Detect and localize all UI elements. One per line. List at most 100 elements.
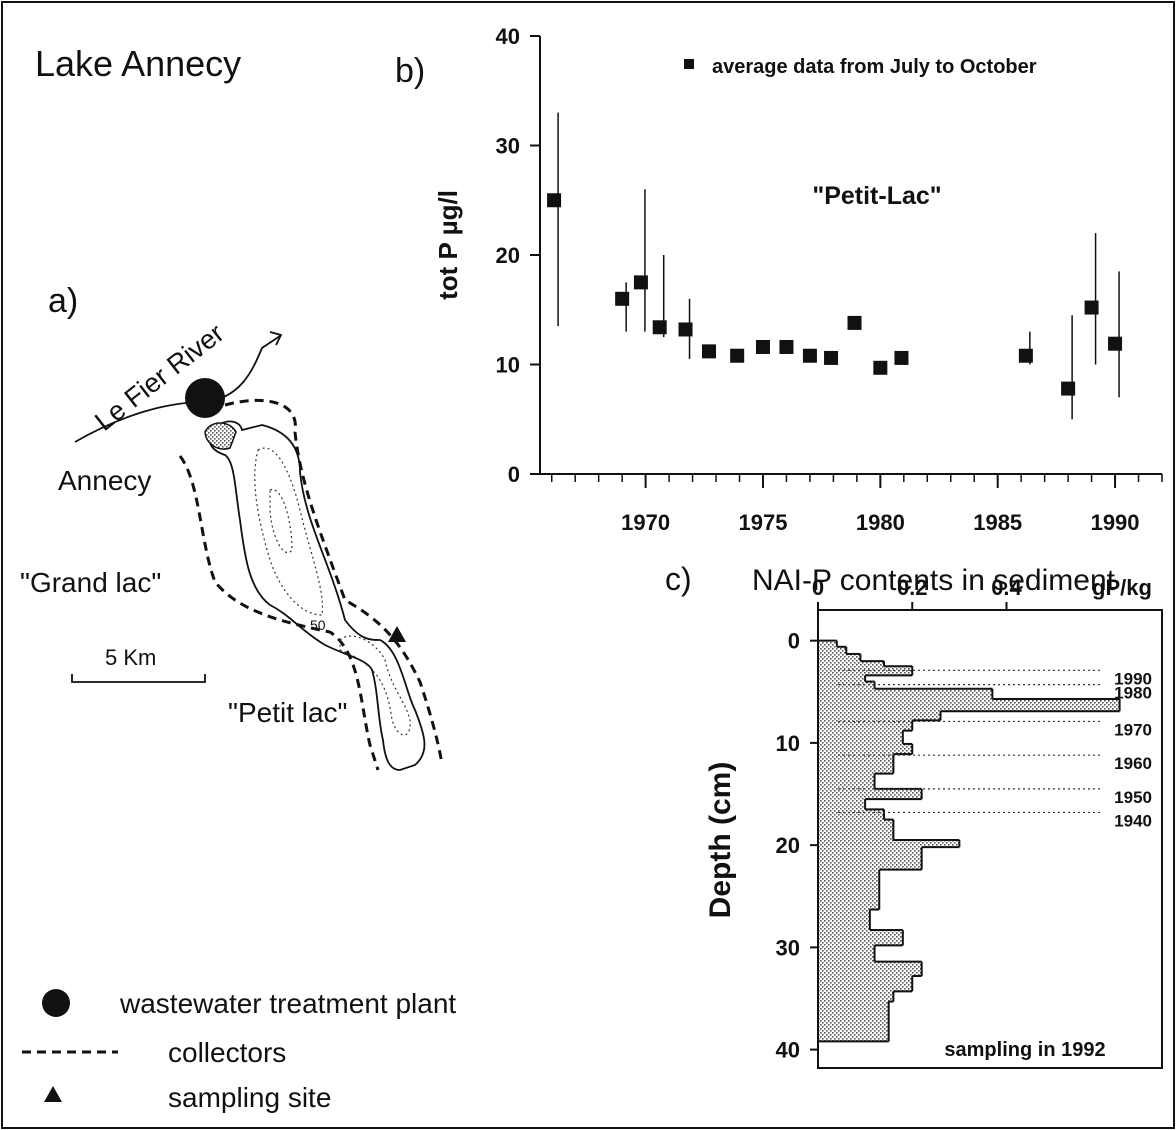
y-axis-label: tot P µg/l <box>433 190 463 300</box>
collector <box>178 455 380 771</box>
bar <box>818 809 884 820</box>
bar <box>818 666 913 676</box>
date-label: 1950 <box>1114 788 1152 807</box>
legend-label: collectors <box>168 1037 286 1068</box>
x-tick-label: 1980 <box>856 510 905 535</box>
bar <box>818 1021 889 1042</box>
marker <box>615 291 630 306</box>
marker <box>802 348 817 363</box>
marker <box>847 315 862 330</box>
y-tick-label: 40 <box>776 1038 800 1063</box>
bar <box>818 799 866 810</box>
bar <box>818 1001 889 1022</box>
chart-title: NAI-P contents in sediment <box>752 564 1116 597</box>
bar <box>818 743 913 755</box>
y-tick-label: 20 <box>776 833 800 858</box>
x-axis-label: gP/kg <box>1092 575 1152 600</box>
bar <box>818 711 941 721</box>
date-label: 1990 <box>1114 669 1152 688</box>
legend-symbol <box>42 989 70 1017</box>
river-label: Le Fier River <box>89 318 229 437</box>
map: Lake Annecy a) Le Fier River 50 Annecy "… <box>20 43 456 1113</box>
y-tick-label: 10 <box>496 353 520 378</box>
y-axis-label: Depth (cm) <box>704 762 737 919</box>
bar <box>818 675 866 682</box>
marker <box>824 350 839 365</box>
bar <box>818 961 922 976</box>
marker <box>1108 336 1123 351</box>
contour <box>269 489 293 554</box>
bar <box>818 869 880 910</box>
marker <box>1084 300 1099 315</box>
legend-marker <box>684 59 694 69</box>
basin-label: "Petit lac" <box>228 697 347 728</box>
marker <box>1018 348 1033 363</box>
scale-bar <box>71 674 206 683</box>
x-tick-label: 1970 <box>621 510 670 535</box>
contour <box>254 447 324 616</box>
town-label: Annecy <box>58 465 151 496</box>
map-title: Lake Annecy <box>35 43 241 84</box>
y-tick-label: 40 <box>496 24 520 49</box>
sampling-site <box>388 626 406 642</box>
bar <box>818 681 875 689</box>
legend-label: wastewater treatment plant <box>119 988 456 1019</box>
lake-north <box>204 422 237 450</box>
river-arrow <box>269 331 283 346</box>
bar <box>818 698 1120 712</box>
marker <box>894 350 909 365</box>
legend-label: sampling site <box>168 1082 331 1113</box>
marker <box>755 339 770 354</box>
bar <box>818 945 875 962</box>
panel-label: b) <box>395 52 425 90</box>
bar <box>818 640 837 647</box>
bar <box>818 661 884 667</box>
y-tick-label: 30 <box>776 935 800 960</box>
y-tick-label: 20 <box>496 243 520 268</box>
date-label: 1960 <box>1114 754 1152 773</box>
treatment-plant <box>185 378 225 418</box>
bar <box>818 646 847 654</box>
marker <box>779 339 794 354</box>
bar <box>818 773 875 789</box>
lake-outline <box>208 420 426 771</box>
annotation: "Petit-Lac" <box>812 182 941 210</box>
legend-symbol <box>44 1086 62 1102</box>
basin-label: "Grand lac" <box>20 567 161 598</box>
marker <box>652 320 667 335</box>
bar <box>818 840 960 848</box>
date-label: 1940 <box>1114 811 1152 830</box>
bar <box>818 730 903 744</box>
marker <box>730 348 745 363</box>
marker <box>873 360 888 375</box>
y-tick-label: 0 <box>788 629 800 654</box>
bar <box>818 788 922 800</box>
y-tick-label: 10 <box>776 731 800 756</box>
legend-label: average data from July to October <box>712 56 1037 78</box>
x-tick-label: 0 <box>812 575 824 600</box>
y-tick-label: 30 <box>496 134 520 159</box>
note: sampling in 1992 <box>944 1039 1105 1061</box>
contour-label: 50 <box>310 617 326 633</box>
bar <box>818 720 913 731</box>
scale-label: 5 Km <box>105 645 156 670</box>
bar <box>818 909 870 930</box>
bar <box>818 929 903 946</box>
date-label: 1970 <box>1114 720 1152 739</box>
bar <box>818 819 894 841</box>
bar <box>818 975 913 992</box>
contour <box>339 635 411 736</box>
marker <box>1061 381 1076 396</box>
marker <box>678 322 693 337</box>
y-tick-label: 0 <box>508 462 520 487</box>
panel-label: c) <box>665 561 692 597</box>
marker <box>701 344 716 359</box>
bar <box>818 653 861 662</box>
bar <box>818 991 894 1002</box>
x-tick-label: 0.2 <box>897 575 928 600</box>
marker <box>547 193 562 208</box>
bar <box>818 754 894 774</box>
x-tick-label: 1975 <box>739 510 788 535</box>
panel-label: a) <box>48 282 78 320</box>
